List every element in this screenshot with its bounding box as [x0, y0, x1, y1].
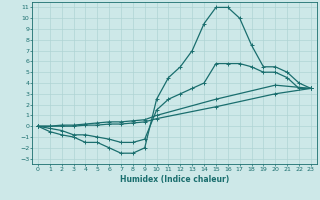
X-axis label: Humidex (Indice chaleur): Humidex (Indice chaleur): [120, 175, 229, 184]
